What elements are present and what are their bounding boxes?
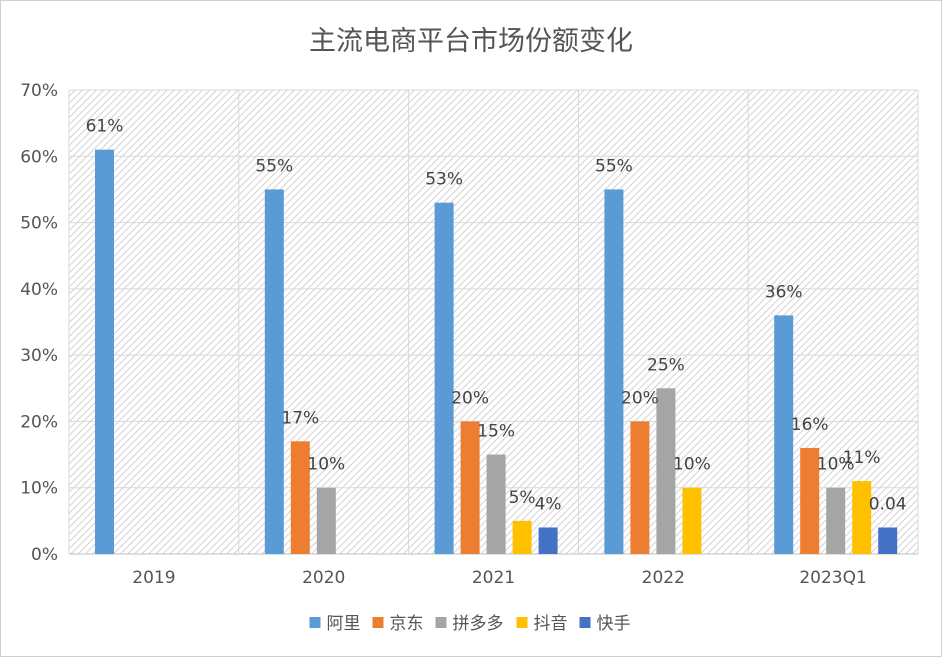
- y-tick-label: 30%: [20, 346, 58, 366]
- bar: [630, 421, 650, 554]
- bar: [682, 487, 702, 554]
- y-tick-label: 50%: [20, 214, 58, 234]
- legend-swatch: [516, 617, 528, 628]
- bar: [800, 447, 820, 554]
- y-tick-label: 10%: [20, 479, 58, 499]
- data-label: 20%: [621, 388, 659, 408]
- data-label: 11%: [843, 448, 881, 468]
- legend-swatch: [579, 617, 591, 628]
- y-tick-label: 0%: [31, 545, 58, 565]
- data-label: 55%: [595, 156, 633, 176]
- bar: [656, 388, 676, 554]
- bar: [316, 487, 336, 554]
- bar: [264, 189, 284, 554]
- y-tick-label: 60%: [20, 147, 58, 167]
- x-tick-label: 2022: [642, 568, 685, 588]
- bar: [486, 454, 506, 554]
- data-label: 25%: [647, 355, 685, 375]
- data-label: 16%: [791, 415, 829, 435]
- legend-swatch: [435, 617, 447, 628]
- bar: [826, 487, 846, 554]
- bar: [538, 527, 558, 554]
- data-label: 17%: [281, 408, 319, 428]
- legend-label: 快手: [597, 614, 631, 634]
- legend-swatch: [309, 617, 321, 628]
- y-tick-label: 20%: [20, 412, 58, 432]
- legend-label: 京东: [390, 614, 424, 634]
- bar: [512, 520, 532, 554]
- x-tick-label: 2021: [472, 568, 515, 588]
- x-axis-ticks: 2019 2020 2021 2022 2023Q1: [132, 568, 867, 588]
- chart-title: 主流电商平台市场份额变化: [309, 26, 633, 57]
- legend: 阿里 京东 拼多多 抖音 快手: [309, 614, 631, 634]
- legend-label: 拼多多: [453, 614, 504, 634]
- data-label: 0.04: [869, 494, 907, 514]
- data-label: 10%: [307, 455, 345, 475]
- x-tick-label: 2023Q1: [799, 568, 866, 588]
- bar: [95, 149, 114, 554]
- data-label: 20%: [451, 388, 489, 408]
- data-label: 55%: [255, 156, 293, 176]
- data-label: 4%: [535, 494, 562, 514]
- x-tick-label: 2019: [132, 568, 175, 588]
- data-label: 10%: [673, 455, 711, 475]
- data-label: 53%: [425, 170, 463, 190]
- bar: [878, 527, 898, 554]
- legend-label: 抖音: [534, 614, 568, 634]
- bar: [460, 421, 480, 554]
- y-tick-label: 70%: [20, 81, 58, 101]
- data-label: 15%: [477, 422, 515, 442]
- x-tick-label: 2020: [302, 568, 345, 588]
- bars: [95, 149, 898, 554]
- bar: [290, 441, 310, 554]
- bar: [774, 315, 794, 554]
- data-labels: 61% 55% 53% 55% 36% 17% 20% 20% 16% 10% 15% 25% 10% 5…: [86, 117, 907, 515]
- bar: [852, 481, 872, 554]
- bar: [434, 202, 454, 554]
- y-axis-ticks: 0% 10% 20% 30% 40% 50% 60% 70%: [20, 81, 58, 565]
- legend-swatch: [372, 617, 384, 628]
- data-label: 10%: [817, 455, 855, 475]
- data-label: 5%: [509, 488, 536, 508]
- data-label: 36%: [765, 282, 803, 302]
- data-label: 61%: [86, 117, 124, 137]
- bar: [604, 189, 624, 554]
- legend-label: 阿里: [327, 614, 361, 634]
- y-tick-label: 40%: [20, 280, 58, 300]
